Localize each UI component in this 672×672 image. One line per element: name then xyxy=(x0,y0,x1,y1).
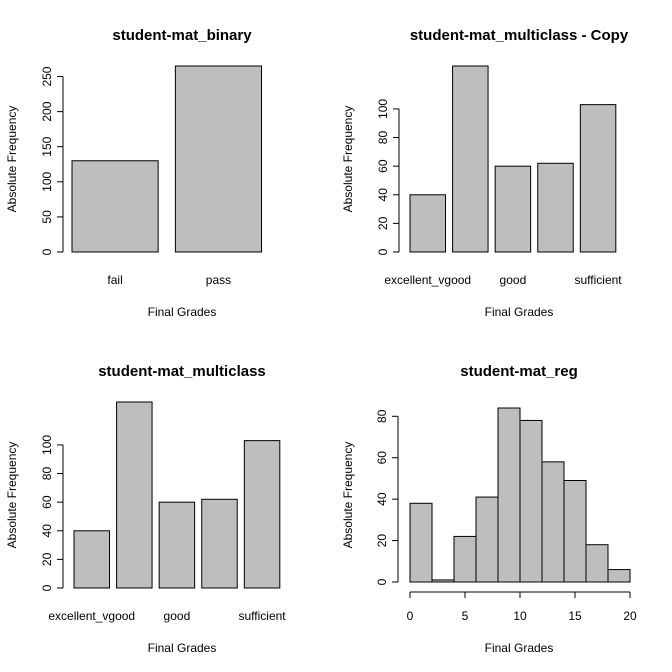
bar-excellent_vgood xyxy=(409,194,446,253)
chart-title: student-mat_multiclass xyxy=(98,363,266,380)
x-axis-label: Final Grades xyxy=(485,305,554,319)
histogram-bin xyxy=(497,407,521,583)
y-axis-label: Absolute Frequency xyxy=(341,442,355,549)
y-tick-label: 80 xyxy=(376,131,390,145)
y-tick-label: 80 xyxy=(375,409,389,423)
histogram-bin xyxy=(585,544,609,583)
bar-excellent_vgood xyxy=(73,530,110,589)
histogram-bin xyxy=(607,569,631,583)
bar-bar4 xyxy=(537,162,574,253)
histogram-bin xyxy=(453,535,477,583)
chart-panel-4: student-mat_reg Absolute Frequency Final G… xyxy=(341,363,637,655)
chart-panel-1: student-mat_binary Absolute Frequency Fina… xyxy=(5,27,263,319)
y-tick-label: 20 xyxy=(376,216,390,230)
histogram-bin xyxy=(541,461,565,583)
x-tick-label: 5 xyxy=(462,609,469,623)
y-tick-label: 40 xyxy=(40,524,54,538)
y-tick-label: 0 xyxy=(376,248,390,255)
x-tick-label: good xyxy=(500,273,527,287)
bar-bar2 xyxy=(452,65,489,253)
histogram-bin xyxy=(475,496,499,583)
histogram-bin xyxy=(563,480,587,583)
y-tick-label: 250 xyxy=(40,66,54,86)
y-tick-label: 100 xyxy=(376,99,390,119)
x-tick-label: 20 xyxy=(623,609,637,623)
x-axis-label: Final Grades xyxy=(148,641,217,655)
x-tick-label: excellent_vgood xyxy=(48,609,135,623)
x-tick-label: fail xyxy=(107,273,122,287)
y-tick-label: 0 xyxy=(40,584,54,591)
y-tick-label: 0 xyxy=(375,578,389,585)
histogram-bin xyxy=(519,419,543,583)
chart-title: student-mat_multiclass - Copy xyxy=(410,27,629,44)
chart-panel-3: student-mat_multiclass Absolute Frequency… xyxy=(5,363,286,655)
x-tick-label: sufficient xyxy=(238,609,286,623)
y-tick-label: 20 xyxy=(375,534,389,548)
bar-bar4 xyxy=(201,498,238,589)
bar-good xyxy=(494,165,532,253)
x-tick-label: excellent_vgood xyxy=(384,273,471,287)
y-tick-label: 100 xyxy=(40,171,54,191)
y-tick-label: 20 xyxy=(40,552,54,566)
bar-fail xyxy=(71,160,159,253)
x-tick-label: pass xyxy=(206,273,231,287)
x-tick-label: 10 xyxy=(513,609,527,623)
x-tick-label: sufficient xyxy=(574,273,622,287)
bar-sufficient xyxy=(579,104,617,253)
chart-panel-2: student-mat_multiclass - Copy Absolute Fr… xyxy=(341,27,629,319)
y-axis-label: Absolute Frequency xyxy=(5,106,19,213)
y-tick-label: 40 xyxy=(376,188,390,202)
x-axis-label: Final Grades xyxy=(148,305,217,319)
bar-good xyxy=(158,501,196,589)
histogram-bin xyxy=(409,502,433,583)
histogram-bin xyxy=(431,579,455,583)
x-tick-label: good xyxy=(164,609,191,623)
x-tick-label: 15 xyxy=(568,609,582,623)
bar-pass xyxy=(174,65,263,253)
x-axis-label: Final Grades xyxy=(485,641,554,655)
y-axis-label: Absolute Frequency xyxy=(5,442,19,549)
x-tick-label: 0 xyxy=(407,609,414,623)
y-tick-label: 60 xyxy=(376,159,390,173)
y-tick-label: 200 xyxy=(40,101,54,121)
chart-title: student-mat_reg xyxy=(460,363,578,380)
y-tick-label: 40 xyxy=(375,492,389,506)
y-tick-label: 50 xyxy=(40,210,54,224)
bar-sufficient xyxy=(243,440,281,589)
y-tick-label: 100 xyxy=(40,435,54,455)
bar-bar2 xyxy=(116,401,153,589)
y-tick-label: 0 xyxy=(40,248,54,255)
y-tick-label: 60 xyxy=(375,451,389,465)
y-tick-label: 60 xyxy=(40,495,54,509)
y-tick-label: 80 xyxy=(40,467,54,481)
chart-title: student-mat_binary xyxy=(112,27,252,44)
y-tick-label: 150 xyxy=(40,136,54,156)
y-axis-label: Absolute Frequency xyxy=(341,106,355,213)
